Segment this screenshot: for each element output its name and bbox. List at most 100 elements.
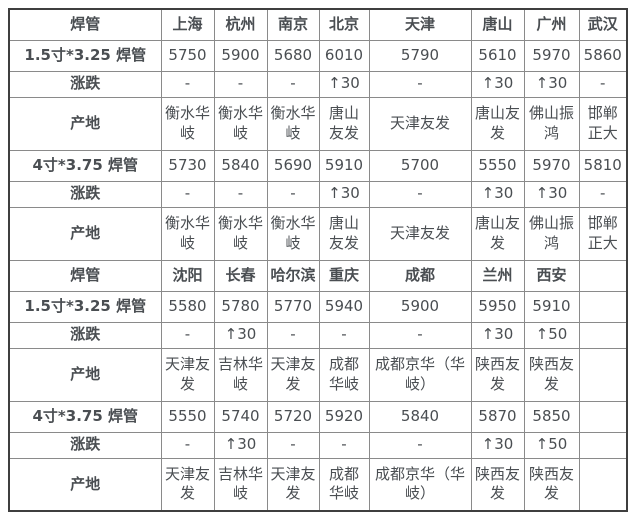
price-cell: 5920 xyxy=(318,400,370,433)
change-cell: - xyxy=(160,321,215,349)
price-row: 1.5寸*3.25 焊管 5750 5900 5680 6010 5790 5610 5970… xyxy=(8,39,628,72)
change-row: 涨跌 - - - ↑30- ↑30 ↑30- xyxy=(8,180,628,208)
origin-cell: 唐山友发 xyxy=(318,206,370,261)
empty-cell xyxy=(578,321,628,349)
price-cell: 5780 xyxy=(213,290,268,323)
origin-cell: 天津友发 xyxy=(368,206,472,261)
change-cell: ↑30 xyxy=(470,431,525,459)
row-label: 产地 xyxy=(8,206,162,261)
price-cell: 5770 xyxy=(266,290,320,323)
change-cell: - xyxy=(213,180,268,208)
price-cell: 5900 xyxy=(368,290,472,323)
origin-cell: 陕西友发 xyxy=(523,347,580,402)
change-row: 涨跌 - ↑30- - - ↑30 ↑50 xyxy=(8,431,628,459)
change-cell: - xyxy=(266,431,320,459)
origin-cell: 天津友发 xyxy=(368,96,472,151)
price-cell: 5910 xyxy=(523,290,580,323)
city-header: 唐山 xyxy=(470,8,525,41)
change-cell: ↑30 xyxy=(318,180,370,208)
section-title: 焊管 xyxy=(8,8,162,41)
origin-cell: 成都京华（华岐） xyxy=(368,347,472,402)
price-cell: 5680 xyxy=(266,39,320,72)
change-cell: ↑30 xyxy=(213,431,268,459)
change-cell: - xyxy=(266,321,320,349)
price-cell: 5910 xyxy=(318,149,370,182)
section-header-row: 焊管 上海 杭州 南京 北京 天津 唐山 广州 武汉 xyxy=(8,8,628,41)
city-header: 成都 xyxy=(368,259,472,292)
change-cell: ↑30 xyxy=(470,70,525,98)
city-header: 杭州 xyxy=(213,8,268,41)
price-cell: 5720 xyxy=(266,400,320,433)
origin-cell: 吉林华岐 xyxy=(213,457,268,512)
change-row: 涨跌 - - - ↑30- ↑30 ↑30- xyxy=(8,70,628,98)
origin-cell: 唐山友发 xyxy=(470,96,525,151)
change-cell: - xyxy=(318,431,370,459)
row-label: 涨跌 xyxy=(8,321,162,349)
empty-cell xyxy=(578,347,628,402)
city-header: 天津 xyxy=(368,8,472,41)
origin-row: 产地 天津友发 吉林华岐 天津友发 成都华岐 成都京华（华岐） 陕西友发 陕西友发 xyxy=(8,457,628,512)
empty-cell xyxy=(578,400,628,433)
origin-cell: 衡水华岐 xyxy=(160,206,215,261)
change-cell: ↑50 xyxy=(523,321,580,349)
price-row: 1.5寸*3.25 焊管 5580 5780 5770 5940 5900 5950 5910 xyxy=(8,290,628,323)
price-cell: 5850 xyxy=(523,400,580,433)
price-cell: 5970 xyxy=(523,149,580,182)
origin-cell: 佛山振鸿 xyxy=(523,96,580,151)
change-cell: ↑50 xyxy=(523,431,580,459)
row-label: 产地 xyxy=(8,457,162,512)
change-cell: - xyxy=(368,321,472,349)
city-header: 北京 xyxy=(318,8,370,41)
change-cell: - xyxy=(160,431,215,459)
origin-cell: 成都华岐 xyxy=(318,347,370,402)
origin-cell: 邯郸正大 xyxy=(578,206,628,261)
price-cell: 5840 xyxy=(213,149,268,182)
change-cell: - xyxy=(160,70,215,98)
city-header: 兰州 xyxy=(470,259,525,292)
city-header: 西安 xyxy=(523,259,580,292)
city-header: 上海 xyxy=(160,8,215,41)
origin-row: 产地 天津友发 吉林华岐 天津友发 成都华岐 成都京华（华岐） 陕西友发 陕西友发 xyxy=(8,347,628,402)
change-cell: - xyxy=(368,431,472,459)
origin-cell: 唐山友发 xyxy=(470,206,525,261)
origin-cell: 衡水华岐 xyxy=(160,96,215,151)
price-cell: 5940 xyxy=(318,290,370,323)
origin-cell: 吉林华岐 xyxy=(213,347,268,402)
price-cell: 5970 xyxy=(523,39,580,72)
origin-cell: 佛山振鸿 xyxy=(523,206,580,261)
price-cell: 5550 xyxy=(470,149,525,182)
change-cell: ↑30 xyxy=(470,180,525,208)
origin-cell: 衡水华岐 xyxy=(266,96,320,151)
row-label: 涨跌 xyxy=(8,431,162,459)
city-header: 广州 xyxy=(523,8,580,41)
price-cell: 5730 xyxy=(160,149,215,182)
origin-cell: 衡水华岐 xyxy=(213,96,268,151)
empty-cell xyxy=(578,290,628,323)
origin-cell: 唐山友发 xyxy=(318,96,370,151)
price-cell: 5740 xyxy=(213,400,268,433)
price-table-body: 焊管 上海 杭州 南京 北京 天津 唐山 广州 武汉 1.5寸*3.25 焊管 5750 5900 56… xyxy=(8,8,628,512)
change-cell: - xyxy=(266,70,320,98)
price-cell: 5860 xyxy=(578,39,628,72)
origin-cell: 成都京华（华岐） xyxy=(368,457,472,512)
empty-header-cell xyxy=(578,259,628,292)
origin-cell: 陕西友发 xyxy=(523,457,580,512)
welded-pipe-price-table: 焊管 上海 杭州 南京 北京 天津 唐山 广州 武汉 1.5寸*3.25 焊管 5750 5900 56… xyxy=(8,8,628,512)
origin-row: 产地 衡水华岐 衡水华岐 衡水华岐 唐山友发 天津友发 唐山友发 佛山振鸿 邯郸正大 xyxy=(8,206,628,261)
price-cell: 5950 xyxy=(470,290,525,323)
change-cell: - xyxy=(213,70,268,98)
row-label: 产地 xyxy=(8,96,162,151)
price-row: 4寸*3.75 焊管 5730 5840 5690 5910 5700 5550 5970 58… xyxy=(8,149,628,182)
price-cell: 5840 xyxy=(368,400,472,433)
change-cell: - xyxy=(266,180,320,208)
row-label: 涨跌 xyxy=(8,180,162,208)
price-cell: 6010 xyxy=(318,39,370,72)
change-cell: - xyxy=(368,180,472,208)
change-cell: - xyxy=(578,180,628,208)
price-cell: 5750 xyxy=(160,39,215,72)
row-label: 产地 xyxy=(8,347,162,402)
origin-row: 产地 衡水华岐 衡水华岐 衡水华岐 唐山友发 天津友发 唐山友发 佛山振鸿 邯郸正大 xyxy=(8,96,628,151)
origin-cell: 衡水华岐 xyxy=(213,206,268,261)
change-cell: - xyxy=(368,70,472,98)
origin-cell: 天津友发 xyxy=(160,457,215,512)
